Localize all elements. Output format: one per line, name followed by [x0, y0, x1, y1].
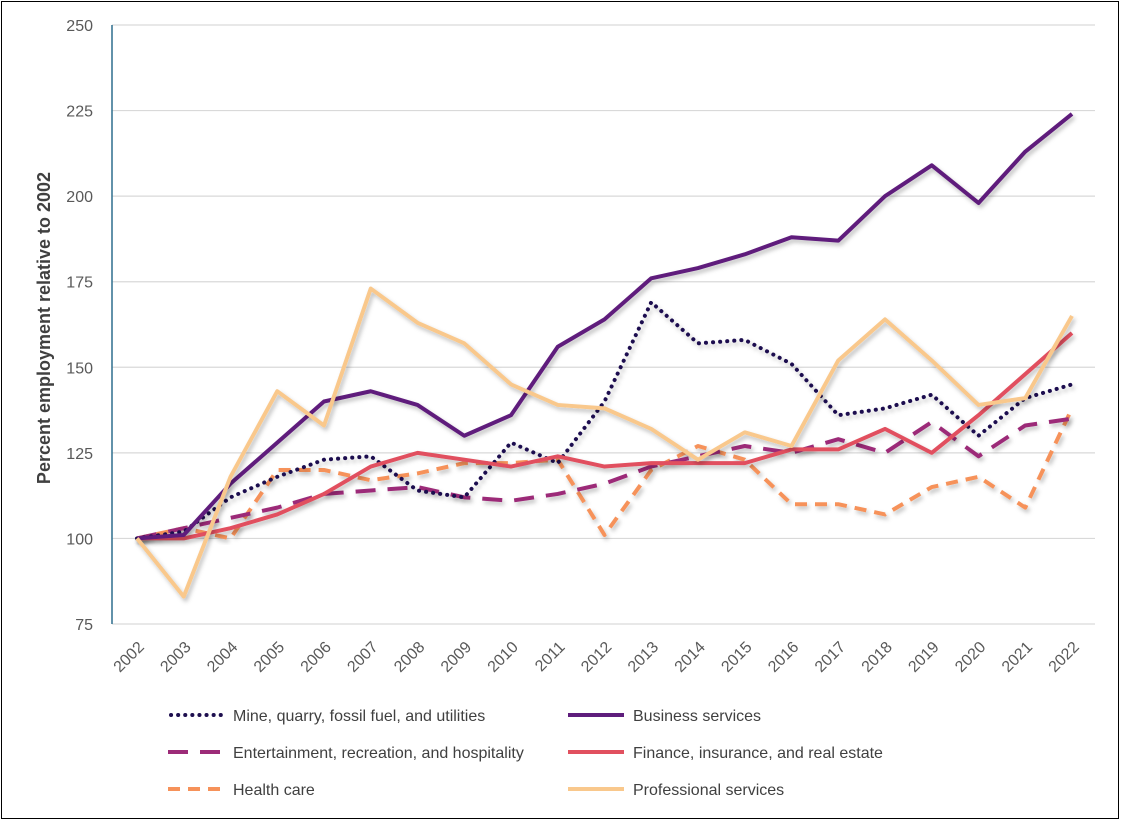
legend-label-2: Entertainment, recreation, and hospitali…	[233, 745, 524, 762]
x-tick-label: 2012	[578, 639, 615, 676]
x-tick-label: 2016	[765, 639, 802, 676]
legend-label-3: Finance, insurance, and real estate	[633, 745, 883, 762]
x-tick-label: 2021	[999, 639, 1036, 676]
legend-label-4: Health care	[233, 782, 315, 799]
y-tick-label: 100	[66, 531, 93, 548]
x-tick-label: 2004	[204, 639, 241, 676]
legend-label-5: Professional services	[633, 782, 784, 799]
x-tick-label: 2018	[859, 639, 896, 676]
y-tick-label: 175	[66, 275, 93, 292]
x-tick-label: 2011	[532, 639, 568, 675]
y-tick-label: 150	[66, 360, 93, 377]
y-tick-label: 75	[75, 617, 93, 634]
x-tick-label: 2017	[812, 639, 849, 676]
legend-label-0: Mine, quarry, fossil fuel, and utilities	[233, 708, 485, 725]
series-line-0	[135, 300, 1074, 541]
x-tick-label: 2014	[672, 639, 709, 676]
x-tick-label: 2008	[391, 639, 428, 676]
y-tick-label: 125	[66, 446, 93, 463]
series-line-5	[135, 286, 1074, 599]
y-tick-label: 200	[66, 189, 93, 206]
x-tick-label: 2019	[905, 639, 942, 676]
x-tick-label: 2015	[718, 639, 755, 676]
x-tick-label: 2003	[157, 639, 194, 676]
x-tick-label: 2006	[298, 639, 335, 676]
x-tick-label: 2022	[1046, 639, 1083, 676]
y-tick-label: 250	[66, 18, 93, 35]
series-line-2	[136, 416, 1073, 541]
x-tick-label: 2013	[625, 639, 662, 676]
y-axis-label: Percent employment relative to 2002	[34, 172, 54, 484]
x-tick-label: 2009	[438, 639, 475, 676]
series-line-1	[136, 112, 1074, 541]
x-tick-label: 2007	[344, 639, 381, 676]
x-tick-label: 2002	[111, 639, 148, 676]
x-tick-label: 2020	[952, 639, 989, 676]
x-tick-label: 2005	[251, 639, 288, 676]
y-tick-label: 225	[66, 104, 93, 121]
series-line-3	[137, 331, 1074, 541]
legend-label-1: Business services	[633, 708, 761, 725]
x-tick-label: 2010	[485, 639, 522, 676]
series-line-4	[136, 407, 1074, 541]
